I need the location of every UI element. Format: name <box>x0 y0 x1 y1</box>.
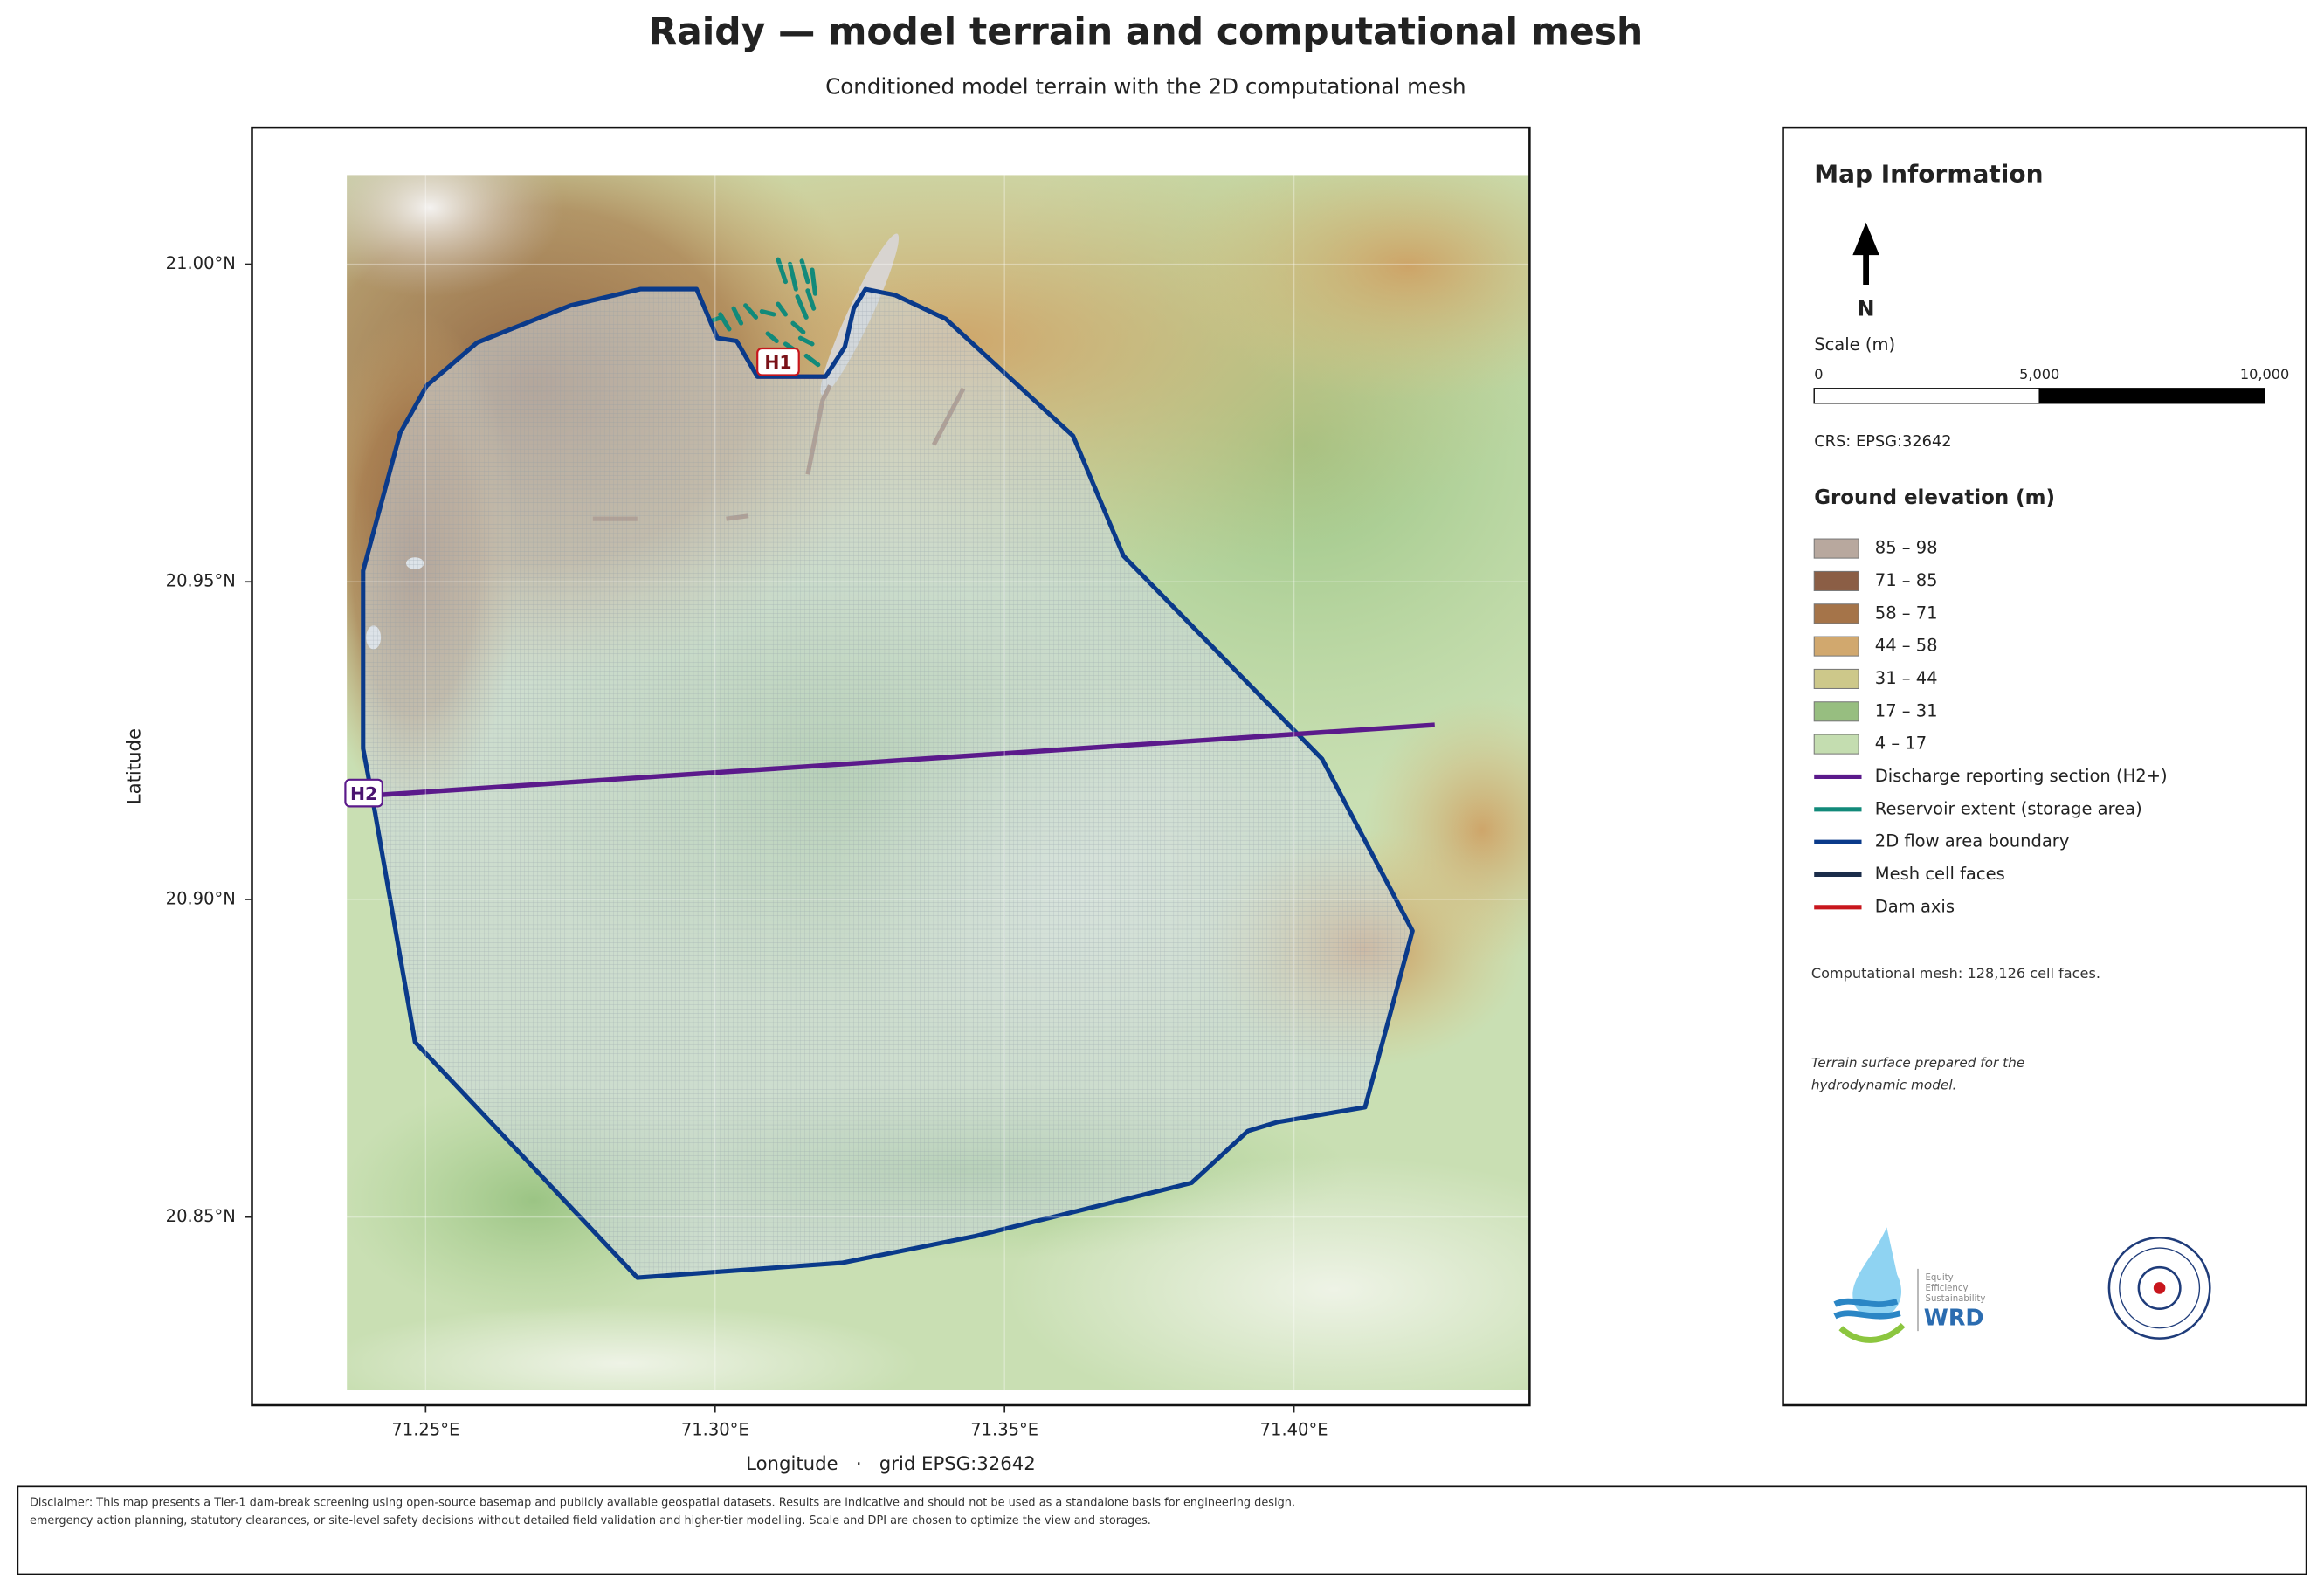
logo-text: Equity <box>1925 1273 1953 1283</box>
y-tick-label: 20.95°N <box>166 571 236 591</box>
y-tick-label: 20.90°N <box>166 888 236 908</box>
subtitle: Conditioned model terrain with the 2D co… <box>825 73 1466 99</box>
scale-tick-label: 10,000 <box>2240 366 2289 382</box>
legend-label: 71 – 85 <box>1875 570 1938 590</box>
north-arrow <box>1852 222 1879 286</box>
scale-title: Scale (m) <box>1814 334 1895 355</box>
map: H1 H2 <box>251 126 1531 1407</box>
disclaimer-text: Disclaimer: This map presents a Tier-1 d… <box>29 1495 1296 1527</box>
scale-tick-label: 5,000 <box>2019 366 2059 382</box>
legend-label: 2D flow area boundary <box>1875 831 2070 851</box>
disclaimer: Disclaimer: This map presents a Tier-1 d… <box>29 1495 1296 1527</box>
title: Raidy — model terrain and computational … <box>648 11 1643 54</box>
logo-text: Sustainability <box>1925 1294 1985 1304</box>
legend-label: 44 – 58 <box>1875 636 1938 656</box>
seal-logo <box>2107 1236 2211 1340</box>
legend-label: 85 – 98 <box>1875 538 1938 558</box>
legend-label: 31 – 44 <box>1875 668 1938 688</box>
legend-label: 4 – 17 <box>1875 734 1927 754</box>
disclaimer-box <box>17 1485 2307 1575</box>
legend-label: Reservoir extent (storage area) <box>1875 798 2142 818</box>
panel-title: Map Information <box>1814 159 2043 188</box>
terrain-note: Terrain surface prepared for the hydrody… <box>1810 1057 2025 1094</box>
legend-swatch <box>1813 636 1859 657</box>
legend-swatch <box>1813 570 1859 591</box>
discharge-section <box>362 722 1435 799</box>
info-panel <box>1782 126 2307 1407</box>
marker-label: H2 <box>350 783 377 804</box>
y-tick-label: 20.85°N <box>166 1206 236 1226</box>
wrd-logo: Equity Efficiency Sustainability WRD <box>1833 1227 1985 1343</box>
mesh-note-text: Computational mesh: 128,126 cell faces. <box>1810 966 2100 983</box>
mesh-note: Computational mesh: 128,126 cell faces. <box>1810 966 2100 983</box>
x-tick-label: 71.40°E <box>1260 1419 1328 1439</box>
legend-label: Dam axis <box>1875 896 1955 916</box>
y-axis-label: Latitude <box>123 728 145 804</box>
map-frame <box>251 126 1531 1407</box>
legend-swatch <box>1813 701 1859 722</box>
legend-title: Ground elevation (m) <box>1814 486 2055 509</box>
x-tick-label: 71.30°E <box>681 1419 749 1439</box>
scale-segment <box>2038 388 2265 404</box>
logo-text: Efficiency <box>1925 1284 1968 1293</box>
crs: CRS: EPSG:32642 <box>1814 432 1951 451</box>
legend-swatch <box>1813 734 1859 755</box>
marker-box <box>344 778 383 808</box>
legend-label: Mesh cell faces <box>1875 864 2005 884</box>
x-tick-label: 71.25°E <box>391 1419 459 1439</box>
marker-label: H1 <box>764 352 791 373</box>
legend-label: Discharge reporting section (H2+) <box>1875 766 2168 786</box>
x-tick-label: 71.35°E <box>970 1419 1038 1439</box>
marker-box <box>756 347 800 376</box>
x-axis-label: Longitude · grid EPSG:32642 <box>746 1453 1036 1475</box>
legend-label: 17 – 31 <box>1875 700 1938 720</box>
logo-text: WRD <box>1924 1306 1984 1332</box>
legend-swatch <box>1813 603 1859 624</box>
flow-area-boundary <box>361 286 1415 1280</box>
reservoir-extent <box>710 257 821 368</box>
legend-swatch <box>1813 668 1859 689</box>
mesh-cell-faces <box>362 289 1413 1278</box>
legend-label: 58 – 71 <box>1875 603 1938 623</box>
north-label: N <box>1858 296 1875 320</box>
y-tick-label: 21.00°N <box>166 253 236 273</box>
legend-swatch <box>1813 538 1859 559</box>
terrain-note-text: Terrain surface prepared for the hydrody… <box>1810 1057 2025 1094</box>
scale-segment <box>1813 388 2040 404</box>
scale-tick-label: 0 <box>1814 366 1823 382</box>
